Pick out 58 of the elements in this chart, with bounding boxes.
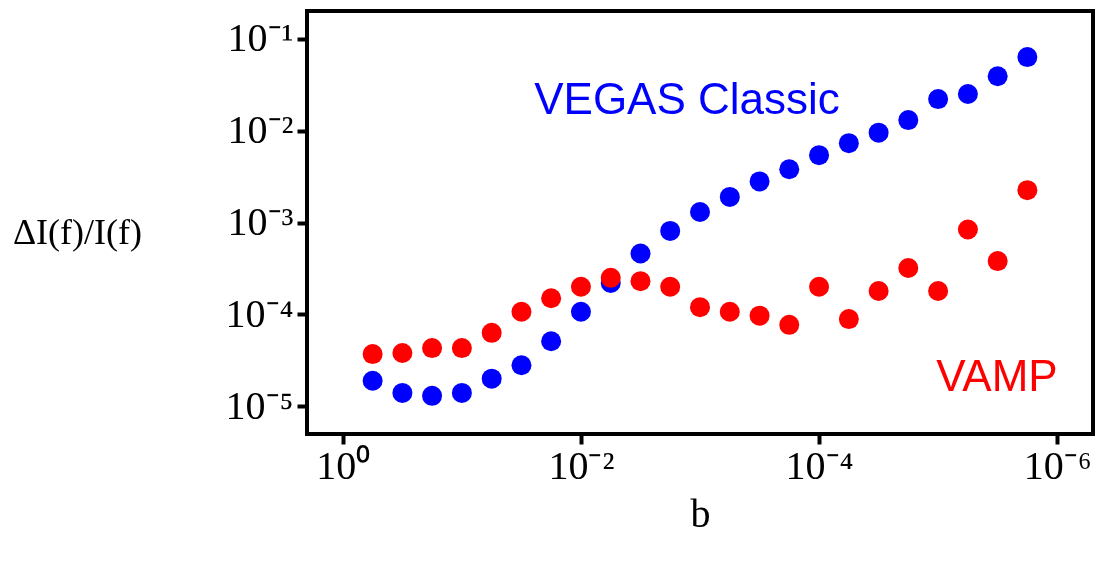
point bbox=[630, 243, 651, 264]
point bbox=[749, 171, 770, 192]
point bbox=[868, 280, 889, 301]
point bbox=[481, 368, 502, 389]
y-tick-label: 10⁻⁵ bbox=[225, 382, 294, 428]
point bbox=[809, 276, 830, 297]
point bbox=[898, 110, 919, 131]
point bbox=[1017, 180, 1038, 201]
x-tick-label: 10⁻⁴ bbox=[785, 442, 854, 488]
y-axis-title: ΔI(f)/I(f) bbox=[12, 211, 143, 252]
point bbox=[660, 220, 681, 241]
series-label: VEGAS Classic bbox=[534, 74, 840, 123]
y-tick-label: 10⁻³ bbox=[227, 199, 294, 244]
point bbox=[422, 338, 443, 359]
point bbox=[570, 301, 591, 322]
point bbox=[481, 322, 502, 343]
point bbox=[630, 271, 651, 292]
point bbox=[987, 251, 1008, 272]
point bbox=[392, 343, 413, 364]
point bbox=[719, 186, 740, 207]
point bbox=[868, 122, 889, 143]
y-tick-label: 10⁻⁴ bbox=[225, 290, 294, 336]
y-tick-label: 10⁻¹ bbox=[227, 15, 294, 61]
point bbox=[362, 370, 383, 391]
point bbox=[660, 276, 681, 297]
point bbox=[541, 288, 562, 309]
point bbox=[928, 89, 949, 110]
point bbox=[362, 344, 383, 365]
point bbox=[690, 297, 710, 318]
point bbox=[451, 338, 472, 359]
point bbox=[511, 355, 532, 376]
x-tick-label: 10⁻⁶ bbox=[1023, 442, 1092, 488]
point bbox=[928, 280, 949, 301]
point bbox=[600, 267, 621, 288]
x-tick-label: 10⁻² bbox=[548, 442, 615, 488]
point bbox=[392, 382, 413, 403]
y-tick-label: 10⁻² bbox=[227, 107, 294, 153]
point bbox=[957, 84, 978, 104]
point bbox=[838, 309, 859, 330]
point bbox=[809, 145, 830, 166]
point bbox=[957, 219, 978, 240]
x-tick-label: 10⁰ bbox=[316, 442, 371, 488]
point bbox=[898, 258, 919, 278]
point bbox=[541, 331, 562, 352]
point bbox=[451, 382, 472, 403]
point bbox=[1017, 47, 1038, 68]
point bbox=[838, 133, 859, 154]
point bbox=[511, 301, 532, 322]
point bbox=[779, 314, 800, 335]
series-label: VAMP bbox=[936, 351, 1058, 400]
point bbox=[690, 202, 710, 223]
point bbox=[779, 159, 800, 180]
point bbox=[749, 305, 770, 326]
point bbox=[987, 66, 1008, 87]
x-axis-title: b bbox=[690, 490, 711, 536]
point bbox=[570, 276, 591, 297]
point bbox=[719, 301, 740, 322]
point bbox=[422, 385, 443, 406]
